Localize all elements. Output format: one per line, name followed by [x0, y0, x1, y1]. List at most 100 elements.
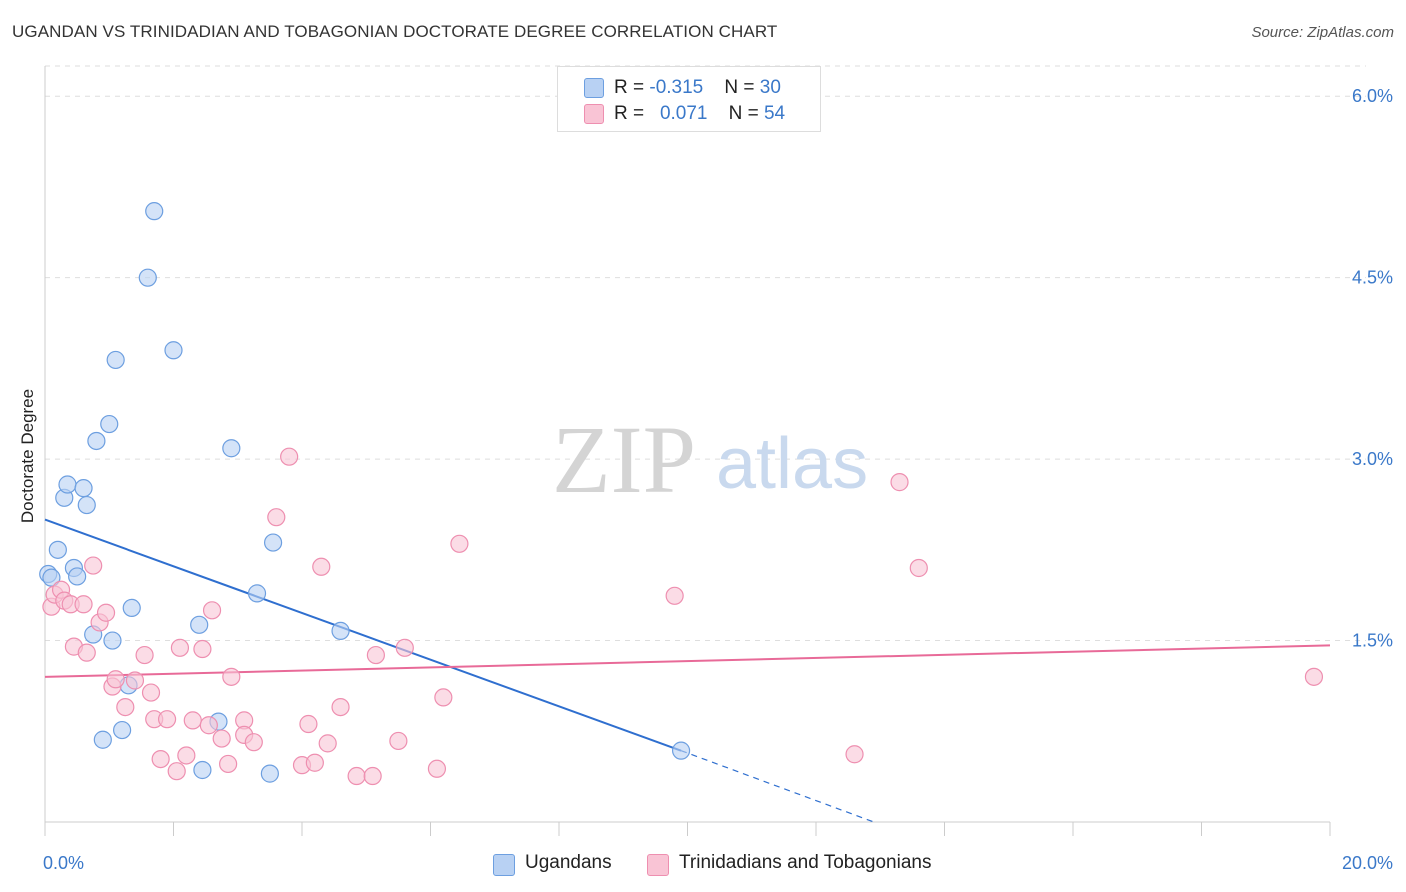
y-tick-label: 6.0%: [1352, 86, 1393, 106]
bottom-legend-swatch-ugandans: [493, 854, 515, 876]
x-tick-label: 20.0%: [1342, 853, 1393, 873]
data-point-trinidadians: [299, 714, 318, 734]
legend-n-label: N =: [724, 77, 760, 98]
data-point-trinidadians: [157, 710, 177, 729]
data-point-trinidadians: [331, 697, 350, 717]
y-tick-label: 1.5%: [1352, 631, 1393, 651]
data-point-trinidadians: [106, 670, 125, 689]
source-label: Source: ZipAtlas.com: [1251, 24, 1394, 41]
data-point-trinidadians: [347, 766, 366, 786]
data-point-ugandans: [331, 621, 350, 640]
data-point-trinidadians: [193, 639, 212, 659]
data-point-trinidadians: [845, 745, 864, 764]
data-point-trinidadians: [389, 731, 408, 751]
data-point-trinidadians: [167, 762, 186, 781]
data-point-trinidadians: [318, 734, 337, 753]
data-point-ugandans: [100, 414, 119, 434]
data-point-trinidadians: [219, 754, 238, 774]
data-point-ugandans: [93, 730, 112, 749]
data-point-trinidadians: [212, 729, 231, 748]
data-point-trinidadians: [450, 534, 469, 553]
data-point-trinidadians: [141, 683, 161, 702]
chart-title: UGANDAN VS TRINIDADIAN AND TOBAGONIAN DO…: [12, 22, 778, 41]
watermark: ZIP atlas: [552, 406, 868, 513]
data-point-trinidadians: [427, 759, 447, 778]
bottom-legend-label-trinidadians: Trinidadians and Tobagonians: [679, 852, 932, 873]
data-point-ugandans: [68, 567, 87, 586]
legend-n-value: 30: [759, 77, 781, 98]
data-point-trinidadians: [909, 558, 928, 578]
data-point-ugandans: [145, 202, 164, 221]
stats-legend: R = -0.315 N = 30 R = 0.071 N = 54: [557, 66, 821, 132]
data-point-ugandans: [263, 533, 283, 552]
data-point-trinidadians: [363, 766, 382, 786]
data-point-ugandans: [74, 479, 93, 498]
data-point-ugandans: [77, 495, 96, 515]
data-point-ugandans: [671, 741, 691, 760]
data-point-ugandans: [106, 350, 125, 370]
data-point-trinidadians: [125, 671, 145, 690]
trend-line-ugandans-extension: [680, 750, 875, 823]
data-point-trinidadians: [434, 688, 453, 707]
data-point-trinidadians: [199, 716, 218, 735]
legend-swatch-ugandans: [584, 78, 604, 98]
x-tick-label: 0.0%: [43, 853, 84, 873]
data-point-ugandans: [112, 720, 132, 740]
legend-n-label: N =: [728, 103, 764, 124]
data-point-ugandans: [58, 475, 77, 494]
data-point-trinidadians: [280, 447, 299, 466]
trend-lines: [44, 518, 1331, 823]
tick-labels: 1.5% 3.0% 4.5% 6.0% 0.0% 20.0%: [43, 86, 1393, 873]
data-point-ugandans: [138, 268, 157, 287]
data-point-ugandans: [164, 341, 183, 360]
data-point-trinidadians: [177, 746, 196, 765]
data-point-trinidadians: [74, 595, 93, 614]
data-point-ugandans: [247, 584, 267, 603]
data-point-ugandans: [190, 615, 209, 634]
legend-r-value: 0.071: [659, 103, 708, 124]
data-point-ugandans: [122, 598, 141, 618]
data-point-ugandans: [48, 540, 67, 559]
y-tick-label: 3.0%: [1352, 449, 1393, 469]
legend-r-label: R =: [614, 103, 650, 124]
watermark-zip-text: ZIP: [552, 406, 696, 513]
trend-line-ugandans: [44, 518, 682, 752]
data-point-ugandans: [103, 631, 122, 650]
data-point-trinidadians: [366, 645, 385, 665]
trend-line-trinidadians: [44, 644, 1331, 678]
data-point-trinidadians: [116, 697, 135, 717]
data-point-trinidadians: [183, 711, 202, 730]
data-point-trinidadians: [305, 753, 324, 772]
data-point-trinidadians: [96, 603, 116, 622]
data-point-trinidadians: [84, 556, 103, 575]
legend-swatch-trinidadians: [584, 104, 604, 124]
data-point-trinidadians: [202, 601, 222, 620]
legend-r-value: -0.315: [649, 77, 704, 98]
data-point-trinidadians: [665, 586, 684, 605]
data-point-ugandans: [222, 439, 241, 458]
data-point-trinidadians: [170, 638, 190, 657]
axes: [44, 66, 1331, 836]
data-point-trinidadians: [222, 667, 241, 686]
data-point-trinidadians: [244, 733, 263, 752]
data-point-trinidadians: [312, 557, 331, 576]
data-point-trinidadians: [77, 643, 96, 662]
data-point-ugandans: [87, 431, 106, 451]
bottom-legend-label-ugandans: Ugandans: [525, 852, 612, 873]
data-point-ugandans: [193, 760, 212, 780]
data-point-trinidadians: [1304, 667, 1324, 686]
data-point-trinidadians: [135, 645, 154, 665]
data-point-trinidadians: [395, 638, 414, 657]
data-points: [39, 202, 1324, 786]
legend-n-value: 54: [763, 103, 786, 124]
grid-lines: [45, 65, 1366, 642]
legend-r-label: R =: [614, 77, 650, 98]
y-tick-label: 4.5%: [1352, 268, 1393, 288]
data-point-ugandans: [260, 764, 279, 783]
data-point-trinidadians: [890, 473, 909, 492]
data-point-trinidadians: [267, 508, 286, 527]
watermark-atlas-text: atlas: [716, 424, 868, 504]
bottom-legend-swatch-trinidadians: [647, 854, 669, 876]
data-point-trinidadians: [151, 750, 170, 769]
